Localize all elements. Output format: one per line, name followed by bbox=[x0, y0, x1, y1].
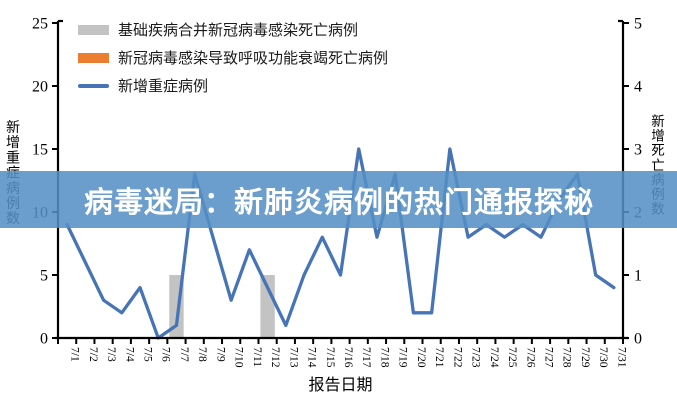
legend-item: 新冠病毒感染导致呼吸功能衰竭死亡病例 bbox=[78, 48, 388, 67]
death-case-bar bbox=[260, 275, 275, 338]
x-axis-title: 报告日期 bbox=[308, 376, 372, 394]
legend-swatch-bar-icon bbox=[78, 52, 109, 63]
x-axis-tick-label: 7/31 bbox=[615, 347, 627, 368]
x-axis-tick-label: 7/10 bbox=[233, 347, 245, 368]
legend-item: 基础疾病合并新冠病毒感染死亡病例 bbox=[78, 20, 388, 39]
left-axis-tick-label: 15 bbox=[32, 142, 48, 159]
svg-text:死: 死 bbox=[651, 143, 665, 158]
x-axis-tick-label: 7/11 bbox=[251, 347, 263, 367]
legend-swatch-bar-icon bbox=[78, 24, 109, 35]
x-axis-tick-label: 7/25 bbox=[506, 347, 518, 368]
svg-text:重: 重 bbox=[6, 150, 20, 166]
x-axis-tick-label: 7/6 bbox=[160, 347, 172, 362]
x-axis-tick-label: 7/2 bbox=[87, 347, 99, 362]
left-axis-tick-label: 0 bbox=[40, 331, 48, 348]
left-axis-tick-label: 5 bbox=[40, 268, 48, 285]
svg-text:新: 新 bbox=[6, 120, 20, 136]
x-axis-tick-label: 7/4 bbox=[123, 347, 135, 362]
legend-label: 基础疾病合并新冠病毒感染死亡病例 bbox=[118, 23, 359, 39]
x-axis-tick-label: 7/3 bbox=[105, 347, 117, 362]
right-axis-tick-label: 5 bbox=[634, 16, 642, 33]
overlay-title: 病毒迷局：新肺炎病例的热门通报探秘 bbox=[84, 186, 595, 219]
svg-text:增: 增 bbox=[651, 129, 665, 144]
x-axis-tick-label: 7/21 bbox=[433, 347, 445, 368]
svg-text:亡: 亡 bbox=[651, 158, 665, 173]
svg-text:增: 增 bbox=[6, 135, 20, 151]
left-axis-tick-label: 25 bbox=[32, 16, 48, 33]
right-axis-tick-label: 1 bbox=[634, 268, 642, 285]
x-axis-tick-label: 7/1 bbox=[69, 347, 81, 362]
x-axis-tick-label: 7/12 bbox=[269, 347, 281, 368]
svg-text:新: 新 bbox=[651, 114, 665, 129]
right-axis-tick-label: 3 bbox=[634, 142, 642, 159]
x-axis-tick-label: 7/30 bbox=[597, 347, 609, 368]
x-axis-tick-label: 7/23 bbox=[470, 347, 482, 368]
x-axis-tick-label: 7/14 bbox=[306, 347, 318, 368]
x-axis-tick-label: 7/7 bbox=[178, 347, 190, 362]
x-axis-tick-label: 7/29 bbox=[579, 347, 591, 368]
x-axis-tick-label: 7/26 bbox=[524, 347, 536, 368]
x-axis-tick-label: 7/8 bbox=[196, 347, 208, 362]
x-axis-tick-label: 7/15 bbox=[324, 347, 336, 368]
x-axis-tick-label: 7/9 bbox=[214, 347, 226, 362]
x-axis-tick-label: 7/24 bbox=[488, 347, 500, 368]
legend-label: 新增重症病例 bbox=[118, 79, 209, 95]
legend-swatch-line-icon bbox=[78, 83, 109, 88]
x-axis-tick-label: 7/5 bbox=[142, 347, 154, 362]
title-overlay-band: 病毒迷局：新肺炎病例的热门通报探秘 bbox=[0, 171, 677, 228]
right-axis-tick-label: 0 bbox=[634, 331, 642, 348]
right-axis-tick-label: 4 bbox=[634, 79, 642, 96]
x-axis-tick-label: 7/20 bbox=[415, 347, 427, 368]
x-axis-tick-label: 7/16 bbox=[342, 347, 354, 368]
left-axis-tick-label: 20 bbox=[32, 79, 48, 96]
x-axis-tick-label: 7/18 bbox=[378, 347, 390, 368]
x-axis-tick-label: 7/17 bbox=[360, 347, 372, 368]
legend-label: 新冠病毒感染导致呼吸功能衰竭死亡病例 bbox=[118, 51, 389, 67]
tick-marks bbox=[52, 22, 629, 344]
x-axis-tick-label: 7/19 bbox=[397, 347, 409, 368]
bar-series bbox=[169, 275, 275, 338]
x-axis-tick-label: 7/28 bbox=[561, 347, 573, 368]
x-axis-tick-label: 7/27 bbox=[542, 347, 554, 368]
legend-item: 新增重症病例 bbox=[78, 76, 388, 95]
chart-legend: 基础疾病合并新冠病毒感染死亡病例新冠病毒感染导致呼吸功能衰竭死亡病例 新增重症病例 bbox=[78, 20, 388, 95]
x-axis-tick-label: 7/22 bbox=[451, 347, 463, 368]
x-axis-tick-label: 7/13 bbox=[287, 347, 299, 368]
